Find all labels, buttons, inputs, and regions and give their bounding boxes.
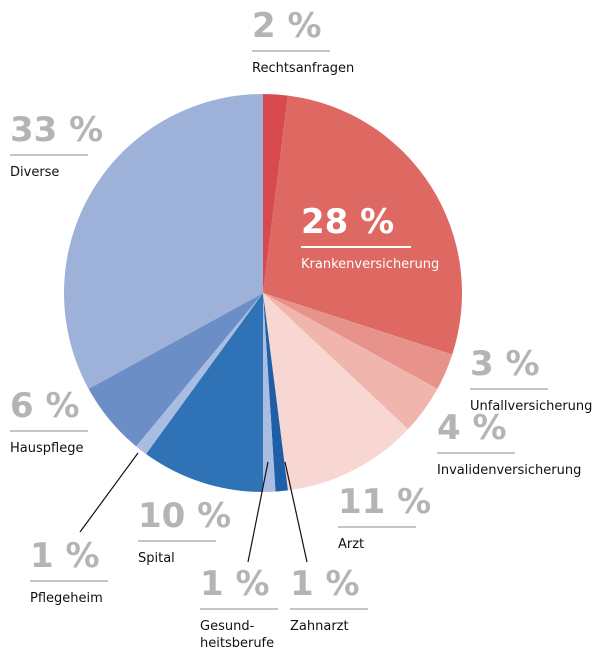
category-label: Arzt bbox=[338, 537, 365, 552]
percent-label: 4 % bbox=[437, 410, 515, 454]
category-label: Invalidenversicherung bbox=[437, 463, 582, 478]
slice-label: 6 % Hauspflege bbox=[10, 388, 88, 457]
pie-slice bbox=[146, 293, 263, 492]
percent-label: 1 % bbox=[290, 566, 368, 610]
percent-label: 1 % bbox=[30, 538, 108, 582]
pie-slice bbox=[263, 293, 409, 491]
percent-label: 11 % bbox=[338, 484, 431, 528]
slice-label: 1 % Zahnarzt bbox=[290, 566, 368, 635]
slice-label: 1 % Gesund- heitsberufe bbox=[200, 566, 278, 652]
category-label: Diverse bbox=[10, 165, 60, 180]
category-label: Krankenversicherung bbox=[301, 257, 440, 272]
percent-label: 1 % bbox=[200, 566, 278, 610]
slice-label: 1 % Pflegeheim bbox=[30, 538, 108, 607]
slice-label: 10 % Spital bbox=[138, 498, 231, 567]
slice-label: 28 % Krankenversicherung bbox=[301, 204, 439, 273]
pie-slice bbox=[88, 293, 264, 447]
pie-slice bbox=[263, 94, 288, 293]
category-label: Spital bbox=[138, 551, 175, 566]
percent-label: 6 % bbox=[10, 388, 88, 432]
slice-label: 3 % Unfallversicherung bbox=[470, 346, 592, 415]
pie-slice bbox=[136, 293, 263, 454]
percent-label: 10 % bbox=[138, 498, 231, 542]
slice-label: 33 % Diverse bbox=[10, 112, 103, 181]
pie-slice bbox=[63, 94, 264, 389]
pie-slice bbox=[263, 293, 453, 389]
leader-line bbox=[79, 452, 139, 533]
slice-label: 4 % Invalidenversicherung bbox=[437, 410, 581, 479]
slice-label: 2 % Rechtsanfragen bbox=[252, 8, 354, 77]
pie-slice bbox=[263, 95, 462, 355]
percent-label: 28 % bbox=[301, 204, 411, 248]
pie-slice bbox=[263, 293, 438, 430]
category-label: Unfallversicherung bbox=[470, 399, 593, 414]
category-label: Rechtsanfragen bbox=[252, 61, 355, 76]
leader-line bbox=[247, 461, 269, 563]
percent-label: 2 % bbox=[252, 8, 330, 52]
pie-slice bbox=[263, 293, 276, 492]
percent-label: 3 % bbox=[470, 346, 548, 390]
pie-slice bbox=[263, 293, 288, 492]
slice-label: 11 % Arzt bbox=[338, 484, 431, 553]
category-label: Zahnarzt bbox=[290, 619, 349, 634]
category-label: Gesund- heitsberufe bbox=[200, 619, 275, 651]
percent-label: 33 % bbox=[10, 112, 103, 156]
category-label: Pflegeheim bbox=[30, 591, 103, 606]
leader-line bbox=[284, 461, 308, 563]
category-label: Hauspflege bbox=[10, 441, 84, 456]
